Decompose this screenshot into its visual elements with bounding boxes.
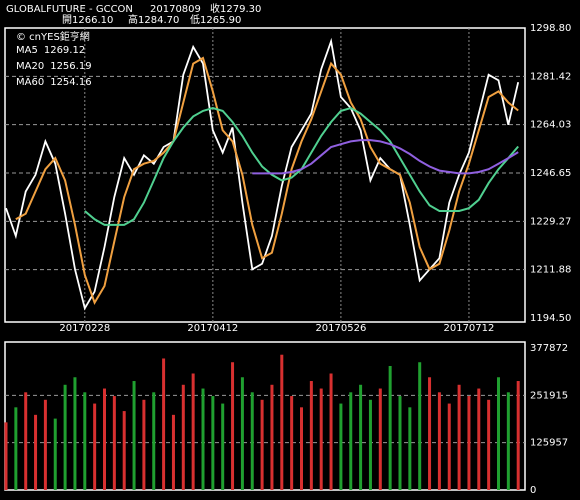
legend-name: MA20 (16, 61, 44, 72)
volume-bar (378, 388, 382, 490)
volume-bar (4, 422, 8, 490)
volume-bar (83, 392, 87, 490)
volume-bar (516, 381, 520, 490)
volume-bar (398, 396, 402, 490)
low-price: 低1265.90 (190, 13, 241, 26)
y-tick-label: 1246.65 (530, 168, 571, 179)
legend-value: 1256.19 (50, 61, 91, 72)
y-tick-label: 1211.88 (530, 265, 571, 276)
volume-bar (309, 381, 313, 490)
close-price: 收1279.30 (210, 2, 261, 15)
volume-bar (201, 388, 205, 490)
price-frame (4, 27, 526, 323)
legend-value: 1254.16 (50, 77, 91, 88)
volume-bar (319, 388, 323, 490)
volume-bar (142, 399, 146, 490)
price-line (5, 37, 520, 311)
volume-bar (467, 396, 471, 490)
volume-bar (280, 354, 284, 490)
volume-bar (329, 373, 333, 490)
volume-bar (211, 396, 215, 490)
volume-bar (339, 403, 343, 490)
price-line (15, 56, 519, 306)
volume-bar (24, 392, 28, 490)
volume-bar (34, 414, 38, 490)
volume-bar (221, 403, 225, 490)
x-tick-label: 20170228 (59, 323, 110, 334)
volume-bar (418, 362, 422, 490)
y-tick-label: 377872 (530, 343, 568, 354)
volume-bar (63, 384, 67, 490)
date: 20170809 (150, 4, 201, 15)
y-tick-label: 1298.80 (530, 23, 571, 34)
symbol: GLOBALFUTURE - GCCON (6, 4, 133, 15)
volume-bar (103, 388, 106, 490)
volume-bar (171, 414, 175, 490)
volume-frame (4, 341, 526, 491)
y-tick-label: 1264.03 (530, 120, 571, 131)
y-tick-label: 0 (530, 485, 536, 496)
price-line (84, 107, 519, 226)
y-tick-label: 1281.42 (530, 71, 571, 82)
volume-bar (53, 418, 57, 490)
volume-bar (181, 384, 185, 490)
volume-bar (388, 365, 392, 490)
y-tick-label: 1229.27 (530, 216, 571, 227)
legend-value: 1269.12 (44, 45, 85, 56)
volume-bar (457, 384, 461, 490)
volume-bar (290, 396, 294, 490)
x-tick-label: 20170526 (315, 323, 366, 334)
y-tick-label: 125957 (530, 438, 568, 449)
volume-bar (270, 384, 274, 490)
volume-bar (250, 392, 254, 490)
volume-bar (152, 392, 156, 490)
volume-bar (240, 377, 244, 490)
y-tick-label: 1194.50 (530, 313, 571, 324)
volume-bar (428, 377, 432, 490)
volume-bar (43, 399, 47, 490)
y-tick-label: 251915 (530, 390, 568, 401)
x-tick-label: 20170712 (443, 323, 494, 334)
volume-bar (300, 407, 303, 490)
volume-bar (487, 399, 491, 490)
volume-bar (447, 403, 451, 490)
volume-bar (191, 373, 195, 490)
volume-bar (132, 381, 136, 490)
volume-bar (162, 358, 166, 490)
volume-bar (359, 384, 363, 490)
volume-bar (368, 399, 372, 490)
volume-bar (497, 377, 500, 490)
volume-bar (477, 388, 481, 490)
volume-bar (349, 392, 353, 490)
volume-bar (112, 396, 116, 490)
volume-bar (231, 362, 235, 490)
price-line (252, 139, 519, 175)
volume-bar (73, 377, 77, 490)
open-price: 開1266.10 (62, 14, 113, 26)
legend-name: MA60 (16, 77, 44, 88)
volume-bar (122, 411, 126, 490)
volume-bar (14, 407, 18, 490)
volume-bar (260, 399, 264, 490)
legend-name: MA5 (16, 45, 38, 56)
volume-bar (408, 407, 412, 490)
x-tick-label: 20170412 (187, 323, 238, 334)
watermark: © cnYES鉅亨網 (16, 30, 90, 43)
high-price: 高1284.70 (128, 13, 179, 26)
volume-bar (506, 392, 510, 490)
volume-bar (437, 392, 441, 490)
volume-bar (93, 403, 97, 490)
